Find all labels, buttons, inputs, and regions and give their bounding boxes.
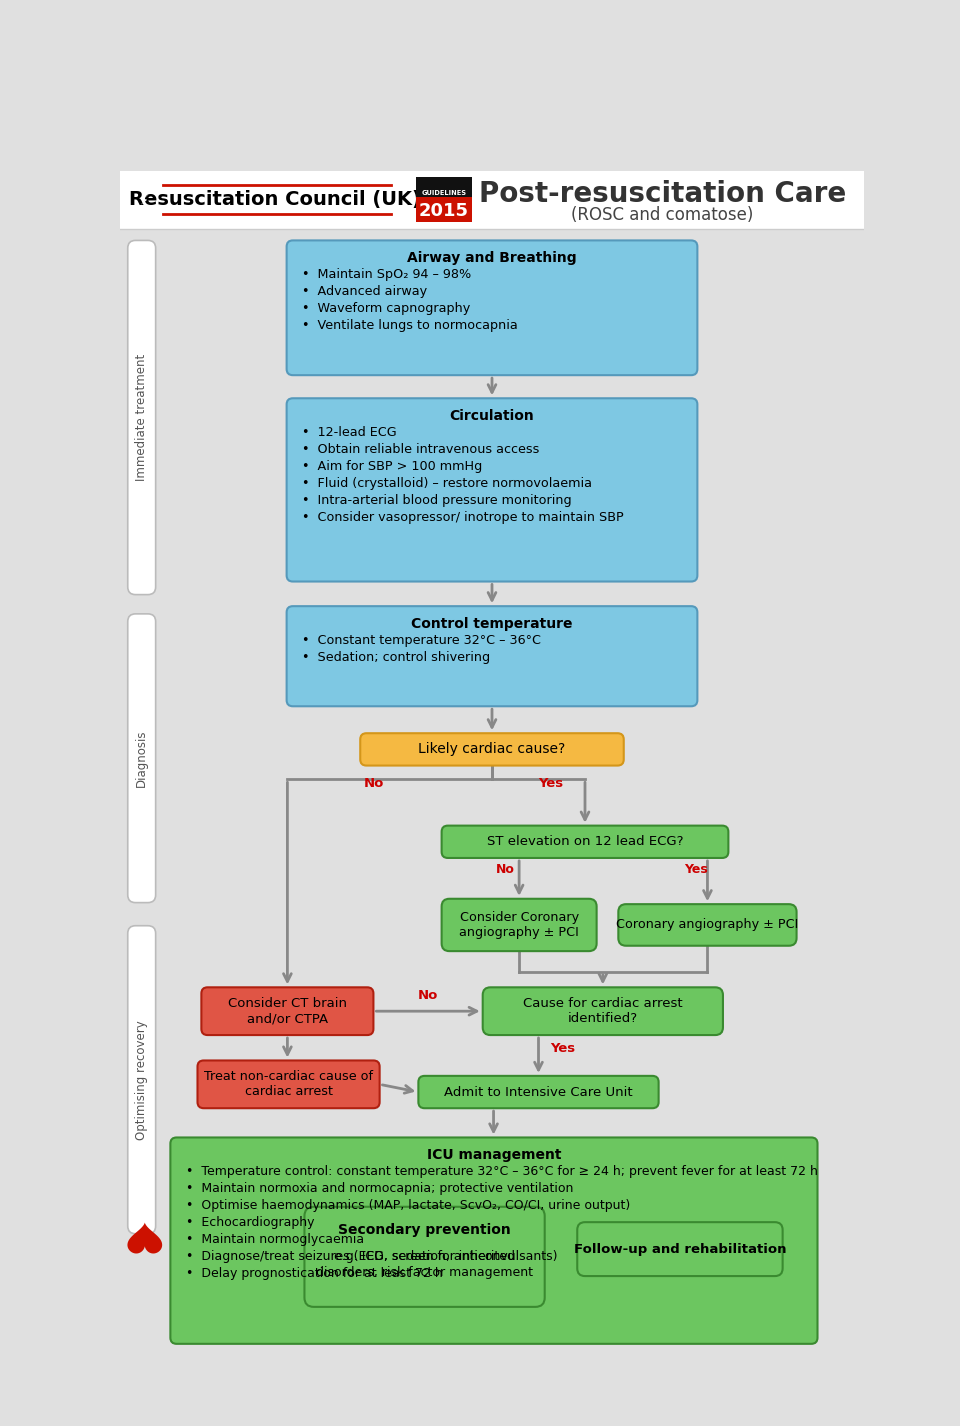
Text: Consider CT brain
and/or CTPA: Consider CT brain and/or CTPA (228, 997, 347, 1025)
Text: Circulation: Circulation (449, 409, 535, 424)
Text: 2015: 2015 (419, 202, 468, 220)
Text: ST elevation on 12 lead ECG?: ST elevation on 12 lead ECG? (487, 836, 684, 848)
FancyBboxPatch shape (483, 987, 723, 1035)
Text: •  Constant temperature 32°C – 36°C: • Constant temperature 32°C – 36°C (302, 635, 541, 647)
Text: ⚡: ⚡ (140, 193, 149, 207)
Text: Post-resuscitation Care: Post-resuscitation Care (479, 180, 846, 208)
Text: •  Temperature control: constant temperature 32°C – 36°C for ≥ 24 h; prevent fev: • Temperature control: constant temperat… (186, 1165, 818, 1178)
Text: Yes: Yes (550, 1042, 575, 1055)
Text: Diagnosis: Diagnosis (135, 730, 148, 787)
Text: •  12-lead ECG: • 12-lead ECG (302, 426, 396, 439)
Text: •  Fluid (crystalloid) – restore normovolaemia: • Fluid (crystalloid) – restore normovol… (302, 476, 592, 489)
Text: •  Consider vasopressor/ inotrope to maintain SBP: • Consider vasopressor/ inotrope to main… (302, 511, 624, 523)
Text: •  Maintain normoglycaemia: • Maintain normoglycaemia (186, 1233, 364, 1246)
Text: Airway and Breathing: Airway and Breathing (407, 251, 577, 265)
FancyBboxPatch shape (618, 904, 797, 945)
FancyBboxPatch shape (170, 1138, 818, 1343)
FancyBboxPatch shape (120, 171, 864, 228)
Text: ICU management: ICU management (426, 1148, 562, 1162)
FancyBboxPatch shape (198, 1061, 379, 1108)
Polygon shape (128, 1222, 162, 1253)
Text: Treat non-cardiac cause of
cardiac arrest: Treat non-cardiac cause of cardiac arres… (204, 1071, 373, 1098)
Text: •  Ventilate lungs to normocapnia: • Ventilate lungs to normocapnia (302, 319, 517, 332)
Text: Optimising recovery: Optimising recovery (135, 1020, 148, 1139)
Text: Likely cardiac cause?: Likely cardiac cause? (419, 743, 565, 756)
FancyBboxPatch shape (287, 241, 697, 375)
Text: •  Optimise haemodynamics (MAP, lactate, ScvO₂, CO/CI, urine output): • Optimise haemodynamics (MAP, lactate, … (186, 1199, 630, 1212)
Text: disorders, risk factor management: disorders, risk factor management (316, 1266, 533, 1279)
Text: •  Maintain normoxia and normocapnia; protective ventilation: • Maintain normoxia and normocapnia; pro… (186, 1182, 573, 1195)
FancyBboxPatch shape (442, 898, 596, 951)
Text: GUIDELINES: GUIDELINES (421, 190, 467, 195)
FancyBboxPatch shape (360, 733, 624, 766)
FancyBboxPatch shape (287, 606, 697, 706)
Text: No: No (496, 863, 515, 877)
Text: Admit to Intensive Care Unit: Admit to Intensive Care Unit (444, 1085, 633, 1098)
Text: Yes: Yes (684, 863, 708, 877)
FancyBboxPatch shape (128, 613, 156, 903)
Text: Cause for cardiac arrest
identified?: Cause for cardiac arrest identified? (523, 997, 683, 1025)
Text: No: No (364, 777, 385, 790)
FancyBboxPatch shape (128, 925, 156, 1233)
Text: •  Maintain SpO₂ 94 – 98%: • Maintain SpO₂ 94 – 98% (302, 268, 471, 281)
FancyBboxPatch shape (128, 241, 156, 595)
Text: Control temperature: Control temperature (411, 617, 573, 630)
Text: •  Obtain reliable intravenous access: • Obtain reliable intravenous access (302, 443, 540, 456)
FancyBboxPatch shape (304, 1206, 544, 1306)
Text: Immediate treatment: Immediate treatment (135, 354, 148, 481)
Text: •  Echocardiography: • Echocardiography (186, 1216, 314, 1229)
Text: •  Advanced airway: • Advanced airway (302, 285, 427, 298)
FancyBboxPatch shape (416, 197, 472, 222)
Text: •  Waveform capnography: • Waveform capnography (302, 302, 470, 315)
FancyBboxPatch shape (287, 398, 697, 582)
FancyBboxPatch shape (416, 177, 472, 222)
FancyBboxPatch shape (202, 987, 373, 1035)
Text: •  Aim for SBP > 100 mmHg: • Aim for SBP > 100 mmHg (302, 459, 482, 473)
FancyBboxPatch shape (442, 826, 729, 858)
Text: Resuscitation Council (UK): Resuscitation Council (UK) (129, 190, 420, 210)
Text: (ROSC and comatose): (ROSC and comatose) (571, 205, 754, 224)
Text: Yes: Yes (539, 777, 564, 790)
Text: e.g. ICD, screen for inherited: e.g. ICD, screen for inherited (334, 1251, 516, 1263)
Text: Coronary angiography ± PCI: Coronary angiography ± PCI (616, 918, 799, 931)
FancyBboxPatch shape (577, 1222, 782, 1276)
Text: Follow-up and rehabilitation: Follow-up and rehabilitation (574, 1242, 786, 1256)
Text: •  Intra-arterial blood pressure monitoring: • Intra-arterial blood pressure monitori… (302, 493, 572, 506)
Text: Secondary prevention: Secondary prevention (338, 1224, 511, 1236)
FancyBboxPatch shape (419, 1075, 659, 1108)
Text: •  Sedation; control shivering: • Sedation; control shivering (302, 650, 491, 665)
Text: •  Delay prognostication for at least 72 h: • Delay prognostication for at least 72 … (186, 1266, 443, 1279)
Text: •  Diagnose/treat seizures (EEG, sedation, anticonvulsants): • Diagnose/treat seizures (EEG, sedation… (186, 1251, 558, 1263)
Text: No: No (418, 988, 438, 1002)
Text: Consider Coronary
angiography ± PCI: Consider Coronary angiography ± PCI (459, 911, 579, 938)
